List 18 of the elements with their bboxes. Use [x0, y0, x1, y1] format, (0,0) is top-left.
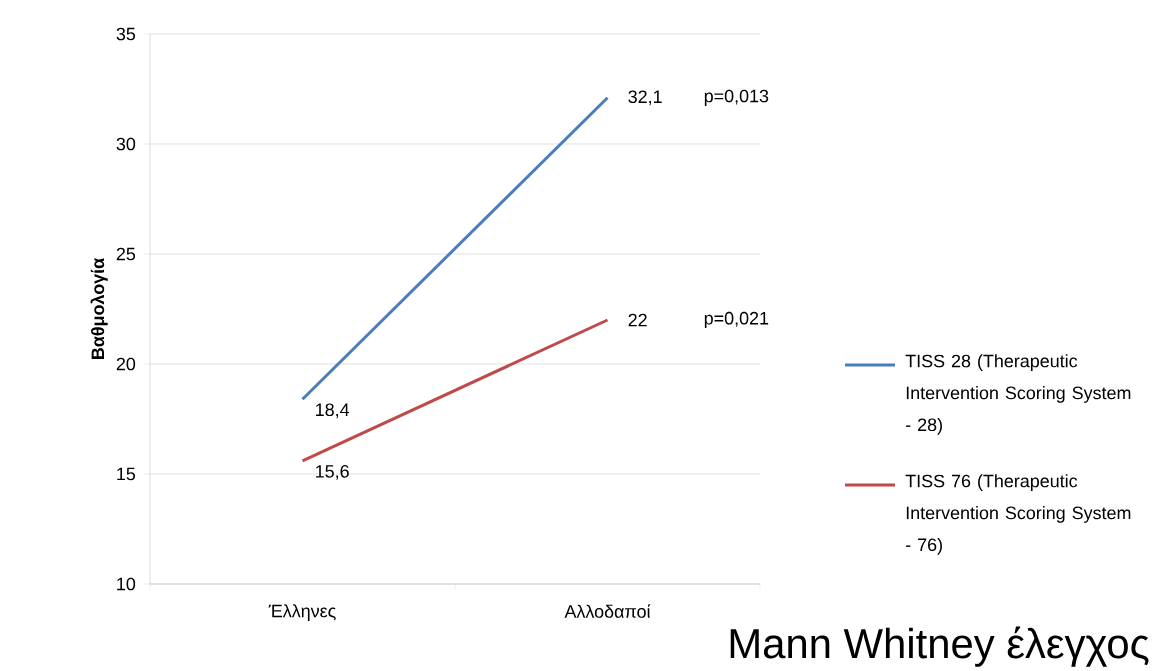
y-tick-label: 25	[116, 247, 136, 261]
annotation: p=0,021	[704, 311, 769, 329]
y-axis-title: Βαθμολογία	[90, 258, 108, 359]
text: Mann Whitney έλεγχος	[730, 626, 1149, 667]
data-label: 32,1	[628, 90, 662, 106]
data-label: 18,4	[316, 403, 350, 419]
legend-label: TISS 76 (Therapeutic Intervention Scoring System - 76)	[905, 474, 1131, 555]
data-label: 15,6	[316, 464, 349, 480]
data-label: 22	[628, 313, 647, 327]
y-tick-label: 20	[116, 357, 136, 371]
y-tick-label: 30	[116, 137, 136, 151]
x-tick-label: Αλλοδαποί	[564, 604, 651, 618]
annotation: p=0,013	[704, 89, 769, 106]
y-tick-label: 15	[117, 467, 136, 481]
y-tick-label: 35	[116, 27, 136, 41]
x-tick-label: Έλληνες	[268, 604, 336, 621]
legend-label: TISS 28 (Therapeutic Intervention Scoring System - 28)	[905, 354, 1131, 435]
y-tick-label: 10	[117, 577, 136, 591]
